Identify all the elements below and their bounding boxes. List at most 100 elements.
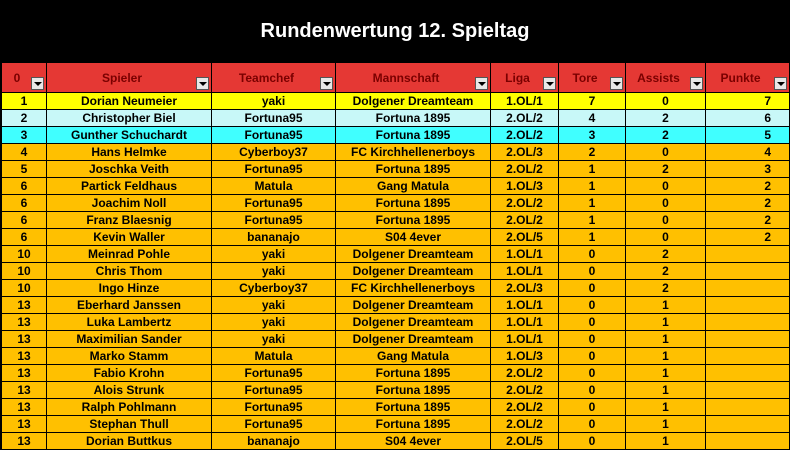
tore-cell: 0	[558, 296, 626, 314]
teamchef-cell: yaki	[211, 330, 336, 348]
assists-cell: 2	[625, 245, 706, 263]
tore-cell: 0	[558, 364, 626, 382]
tore-cell: 0	[558, 245, 626, 263]
teamchef-cell: Cyberboy37	[211, 279, 336, 297]
rank-cell: 3	[1, 126, 47, 144]
mannschaft-cell: Fortuna 1895	[335, 364, 491, 382]
tore-cell: 1	[558, 194, 626, 212]
mannschaft-cell: Dolgener Dreamteam	[335, 92, 491, 110]
teamchef-cell: Fortuna95	[211, 415, 336, 433]
mannschaft-cell: Fortuna 1895	[335, 398, 491, 416]
table-row[interactable]: 3 Gunther Schuchardt Fortuna95 Fortuna 1895…	[1, 126, 790, 144]
spieler-cell: Eberhard Janssen	[46, 296, 212, 314]
spieler-cell: Stephan Thull	[46, 415, 212, 433]
table-row[interactable]: 13 Ralph Pohlmann Fortuna95 Fortuna 1895 2.O…	[1, 398, 790, 416]
liga-cell: 2.OL/2	[490, 381, 559, 399]
table-row[interactable]: 1 Dorian Neumeier yaki Dolgener Dreamteam 1.…	[1, 92, 790, 110]
rank-cell: 10	[1, 279, 47, 297]
spieler-cell: Partick Feldhaus	[46, 177, 212, 195]
filter-dropdown-icon[interactable]	[610, 77, 623, 90]
teamchef-cell: yaki	[211, 313, 336, 331]
assists-cell: 2	[625, 279, 706, 297]
rank-cell: 13	[1, 347, 47, 365]
tore-cell: 1	[558, 228, 626, 246]
header-row: 0 Spieler Teamchef Mannschaft Liga Tore …	[1, 62, 790, 93]
table-row[interactable]: 10 Meinrad Pohle yaki Dolgener Dreamteam 1.O…	[1, 245, 790, 263]
assists-cell: 1	[625, 432, 706, 450]
table-row[interactable]: 13 Eberhard Janssen yaki Dolgener Dreamteam…	[1, 296, 790, 314]
teamchef-cell: yaki	[211, 245, 336, 263]
rank-cell: 13	[1, 381, 47, 399]
rank-cell: 13	[1, 330, 47, 348]
filter-dropdown-icon[interactable]	[31, 77, 44, 90]
punkte-cell: 2	[705, 211, 790, 229]
tore-cell: 1	[558, 211, 626, 229]
table-row[interactable]: 5 Joschka Veith Fortuna95 Fortuna 1895 2.OL/…	[1, 160, 790, 178]
header-liga: Liga	[490, 62, 559, 93]
punkte-cell	[705, 262, 790, 280]
table-row[interactable]: 2 Christopher Biel Fortuna95 Fortuna 1895 2.…	[1, 109, 790, 127]
header-label: Tore	[572, 70, 598, 85]
tore-cell: 0	[558, 381, 626, 399]
table-row[interactable]: 10 Ingo Hinze Cyberboy37 FC Kirchhellenerbo…	[1, 279, 790, 297]
table-row[interactable]: 13 Alois Strunk Fortuna95 Fortuna 1895 2.OL/…	[1, 381, 790, 399]
teamchef-cell: Cyberboy37	[211, 143, 336, 161]
punkte-cell	[705, 415, 790, 433]
table-row[interactable]: 6 Kevin Waller bananajo S04 4ever 2.OL/5 1 0 2	[1, 228, 790, 246]
table-row[interactable]: 6 Franz Blaesnig Fortuna95 Fortuna 1895 2.OL…	[1, 211, 790, 229]
rank-cell: 5	[1, 160, 47, 178]
table-row[interactable]: 13 Marko Stamm Matula Gang Matula 1.OL/3 0 1	[1, 347, 790, 365]
table-row[interactable]: 13 Dorian Buttkus bananajo S04 4ever 2.OL/5 0…	[1, 432, 790, 450]
liga-cell: 1.OL/1	[490, 245, 559, 263]
table-row[interactable]: 13 Maximilian Sander yaki Dolgener Dreamtea…	[1, 330, 790, 348]
punkte-cell	[705, 296, 790, 314]
teamchef-cell: Fortuna95	[211, 194, 336, 212]
assists-cell: 1	[625, 364, 706, 382]
spieler-cell: Dorian Buttkus	[46, 432, 212, 450]
liga-cell: 1.OL/1	[490, 262, 559, 280]
filter-dropdown-icon[interactable]	[475, 77, 488, 90]
liga-cell: 2.OL/2	[490, 126, 559, 144]
rank-cell: 13	[1, 398, 47, 416]
liga-cell: 2.OL/2	[490, 109, 559, 127]
liga-cell: 2.OL/2	[490, 211, 559, 229]
table-row[interactable]: 6 Joachim Noll Fortuna95 Fortuna 1895 2.OL/2…	[1, 194, 790, 212]
assists-cell: 2	[625, 109, 706, 127]
mannschaft-cell: Dolgener Dreamteam	[335, 330, 491, 348]
table-row[interactable]: 10 Chris Thom yaki Dolgener Dreamteam 1.OL/1…	[1, 262, 790, 280]
mannschaft-cell: FC Kirchhellenerboys	[335, 279, 491, 297]
mannschaft-cell: Gang Matula	[335, 347, 491, 365]
filter-dropdown-icon[interactable]	[543, 77, 556, 90]
table-row[interactable]: 13 Stephan Thull Fortuna95 Fortuna 1895 2.OL…	[1, 415, 790, 433]
header-teamchef: Teamchef	[211, 62, 336, 93]
filter-dropdown-icon[interactable]	[320, 77, 333, 90]
tore-cell: 0	[558, 347, 626, 365]
liga-cell: 2.OL/5	[490, 432, 559, 450]
teamchef-cell: Fortuna95	[211, 109, 336, 127]
teamchef-cell: Fortuna95	[211, 160, 336, 178]
filter-dropdown-icon[interactable]	[196, 77, 209, 90]
punkte-cell: 3	[705, 160, 790, 178]
mannschaft-cell: S04 4ever	[335, 432, 491, 450]
teamchef-cell: Fortuna95	[211, 211, 336, 229]
rank-cell: 6	[1, 177, 47, 195]
tore-cell: 0	[558, 398, 626, 416]
mannschaft-cell: S04 4ever	[335, 228, 491, 246]
tore-cell: 1	[558, 160, 626, 178]
table-row[interactable]: 13 Fabio Krohn Fortuna95 Fortuna 1895 2.OL/2…	[1, 364, 790, 382]
filter-dropdown-icon[interactable]	[774, 77, 787, 90]
spieler-cell: Joachim Noll	[46, 194, 212, 212]
rank-cell: 13	[1, 415, 47, 433]
tore-cell: 0	[558, 313, 626, 331]
spieler-cell: Alois Strunk	[46, 381, 212, 399]
table-row[interactable]: 4 Hans Helmke Cyberboy37 FC Kirchhellenerbo…	[1, 143, 790, 161]
table-row[interactable]: 13 Luka Lambertz yaki Dolgener Dreamteam 1.O…	[1, 313, 790, 331]
teamchef-cell: bananajo	[211, 228, 336, 246]
rank-cell: 13	[1, 432, 47, 450]
mannschaft-cell: Dolgener Dreamteam	[335, 313, 491, 331]
assists-cell: 1	[625, 313, 706, 331]
table-row[interactable]: 6 Partick Feldhaus Matula Gang Matula 1.OL/3…	[1, 177, 790, 195]
liga-cell: 2.OL/2	[490, 415, 559, 433]
filter-dropdown-icon[interactable]	[690, 77, 703, 90]
header-label: Assists	[637, 70, 680, 85]
